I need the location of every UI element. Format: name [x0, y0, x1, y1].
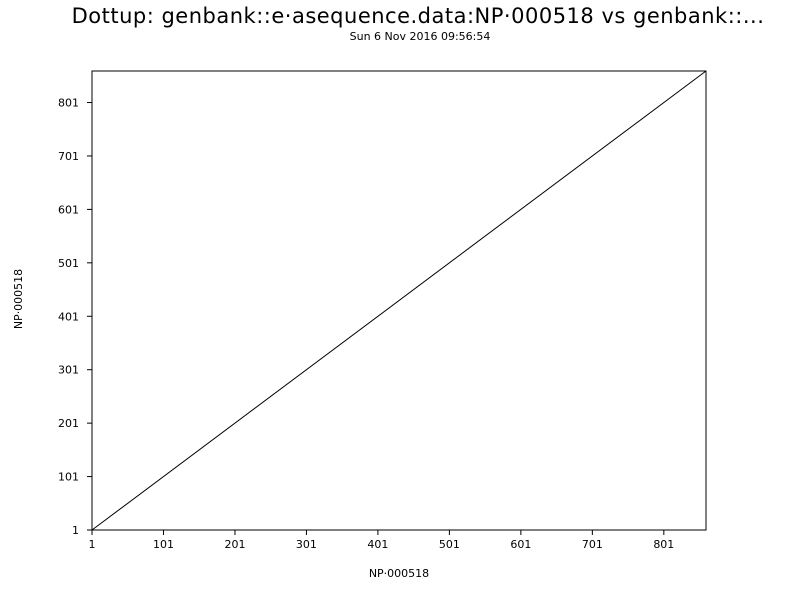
- y-tick-label: 701: [58, 150, 79, 163]
- y-tick-label: 501: [58, 257, 79, 270]
- x-tick-label: 801: [653, 538, 674, 551]
- x-axis-ticks: 1 101 201 301 401 501 601 701 801: [89, 530, 674, 551]
- x-tick-label: 301: [296, 538, 317, 551]
- x-tick-label: 601: [510, 538, 531, 551]
- x-tick-label: 101: [153, 538, 174, 551]
- chart-subtitle: Sun 6 Nov 2016 09:56:54: [350, 30, 491, 43]
- x-tick-label: 701: [582, 538, 603, 551]
- y-tick-label: 401: [58, 310, 79, 323]
- y-tick-label: 801: [58, 97, 79, 110]
- y-axis-label: NP·000518: [12, 269, 25, 329]
- x-tick-label: 201: [224, 538, 245, 551]
- x-tick-label: 501: [439, 538, 460, 551]
- y-tick-label: 201: [58, 417, 79, 430]
- plot-frame: [91, 70, 707, 531]
- y-tick-label: 1: [72, 524, 79, 537]
- x-tick-label: 1: [89, 538, 96, 551]
- y-tick-label: 601: [58, 203, 79, 216]
- y-tick-label: 101: [58, 471, 79, 484]
- x-tick-label: 401: [367, 538, 388, 551]
- y-tick-label: 301: [58, 364, 79, 377]
- chart-title: Dottup: genbank::e·asequence.data:NP·000…: [72, 4, 765, 28]
- series-group: [91, 70, 707, 531]
- y-axis-ticks: 1 101 201 301 401 501 601 701 801: [58, 97, 92, 537]
- x-axis-label: NP·000518: [369, 567, 429, 580]
- match-line: [91, 70, 707, 531]
